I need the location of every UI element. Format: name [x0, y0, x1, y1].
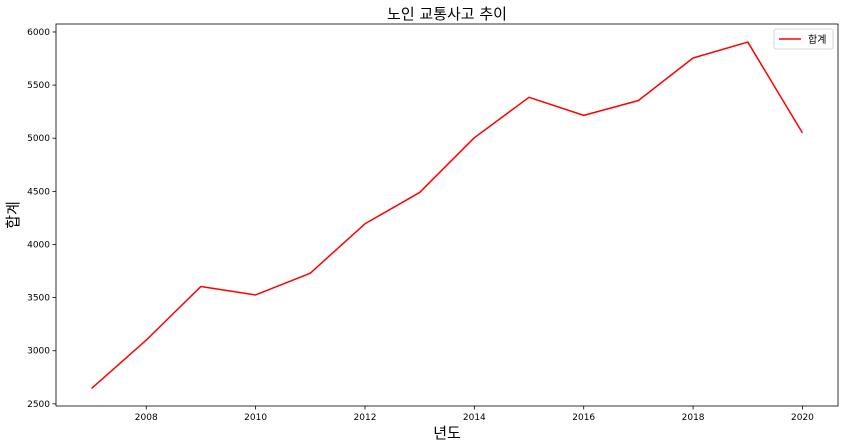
- x-tick-label: 2008: [135, 413, 158, 423]
- y-tick-label: 5000: [27, 134, 50, 144]
- legend-box: [773, 28, 834, 50]
- x-tick-label: 2010: [244, 413, 267, 423]
- plot-area: [55, 23, 839, 407]
- x-tick-label: 2018: [682, 413, 705, 423]
- data-point: [90, 387, 92, 389]
- y-tick-label: 2500: [27, 400, 50, 410]
- data-point: [418, 191, 420, 193]
- data-point: [309, 272, 311, 274]
- y-tick-label: 6000: [27, 28, 50, 38]
- data-point: [254, 294, 256, 296]
- chart-title: 노인 교통사고 추이: [387, 5, 507, 23]
- x-tick-label: 2012: [354, 413, 377, 423]
- x-tick-label: 2014: [463, 413, 486, 423]
- data-point: [145, 339, 147, 341]
- data-point: [364, 223, 366, 225]
- y-tick-label: 4000: [27, 240, 50, 250]
- series-line-0: [91, 41, 804, 390]
- series-layer: [90, 41, 804, 390]
- y-tick-label: 3500: [27, 294, 50, 304]
- x-tick-label: 2020: [791, 413, 814, 423]
- x-tick-label: 2016: [572, 413, 595, 423]
- data-point: [200, 285, 202, 287]
- x-axis-ticks: 2008 2010 2012 2014 2016 2018 2020: [135, 406, 814, 423]
- data-point: [801, 132, 803, 134]
- x-axis-label: 년도: [433, 424, 461, 442]
- y-tick-label: 5500: [27, 81, 50, 91]
- y-axis-label: 합계: [4, 201, 22, 229]
- y-tick-label: 4500: [27, 187, 50, 197]
- data-point: [637, 99, 639, 101]
- data-point: [528, 96, 530, 98]
- data-point: [692, 57, 694, 59]
- data-point: [583, 114, 585, 116]
- y-axis-ticks: 2500 3000 3500 4000 4500 5000 5500 6000: [27, 28, 56, 410]
- data-point: [747, 41, 749, 43]
- legend-label-hapgye: 합계: [808, 34, 826, 46]
- legend: 합계: [773, 28, 834, 50]
- data-point: [473, 136, 475, 138]
- y-tick-label: 3000: [27, 347, 50, 357]
